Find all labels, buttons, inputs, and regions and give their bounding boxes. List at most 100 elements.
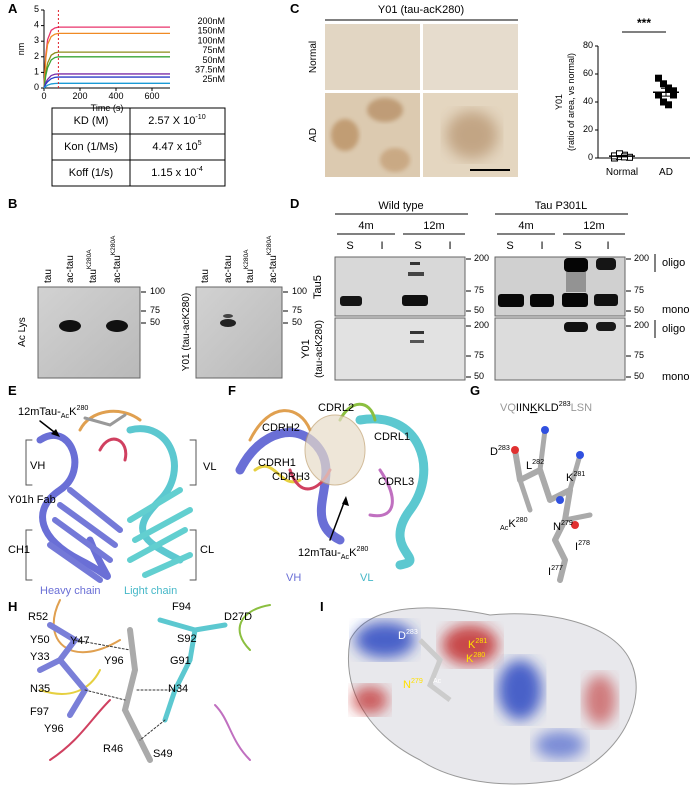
text-part: 281	[475, 637, 487, 645]
residue-label: Y33	[30, 651, 50, 663]
text-part: I	[575, 541, 578, 553]
legend-label: 37.5nM	[195, 65, 225, 75]
band	[564, 322, 588, 332]
atom	[541, 426, 549, 434]
text-part: CL	[200, 544, 214, 556]
structure-label: VL	[360, 572, 373, 584]
fraction-label: S	[346, 240, 353, 252]
cdr-label: CDRH1	[258, 457, 296, 469]
band	[410, 262, 420, 265]
text-part: 280	[356, 545, 368, 553]
y-tick-label: 60	[583, 68, 593, 78]
text-part: 2	[34, 51, 39, 61]
text-part: K280A	[110, 235, 117, 255]
x-tick-label: Normal	[606, 167, 638, 178]
text-part: K280A	[86, 249, 93, 269]
row-label: (tau-acK280)	[314, 320, 325, 378]
species-label: oligo	[662, 257, 685, 269]
residue-label: AcK280	[500, 516, 528, 532]
text-part: Y47	[70, 635, 90, 647]
neg	[442, 625, 498, 665]
text-part: Ac	[433, 678, 442, 685]
fraction-label: S	[574, 240, 581, 252]
blot	[37, 286, 141, 379]
text-part: VQ	[500, 402, 516, 414]
text-part: S	[414, 240, 421, 252]
series-line	[43, 26, 170, 89]
mw-marker: 75	[474, 350, 484, 360]
y-tick-label: 3	[34, 36, 39, 46]
panel-letter: B	[8, 196, 17, 211]
text-part: CDRL2	[318, 402, 354, 414]
text-part: LSN	[571, 402, 592, 414]
band	[562, 293, 588, 307]
text-part: 5	[198, 139, 202, 147]
text-part: 20	[583, 124, 593, 134]
tile	[325, 24, 420, 90]
text-part: 12mTau-	[18, 406, 61, 418]
text-part: 200nM	[197, 16, 225, 26]
stain	[446, 111, 498, 159]
residue-label: N279	[553, 519, 573, 533]
text-part: 100	[150, 286, 165, 296]
table-cell: Kon (1/Ms)	[64, 141, 118, 153]
text-part: 150nM	[197, 26, 225, 36]
mw-marker: 50	[474, 371, 484, 381]
text-part: G	[470, 383, 480, 398]
text-part: Y50	[30, 634, 50, 646]
structure-H	[37, 599, 271, 763]
loop	[338, 402, 377, 422]
residue-label: F97	[30, 706, 49, 718]
y-tick-label: 2	[34, 51, 39, 61]
panel-letter: A	[8, 1, 18, 16]
tile	[423, 24, 518, 90]
arrowhead	[51, 429, 60, 437]
band	[223, 314, 233, 318]
band	[340, 296, 362, 306]
species-label: mono	[662, 304, 690, 316]
text-part: 279	[561, 519, 573, 527]
text-part: CDRH1	[258, 457, 296, 469]
residue-label: S92	[177, 633, 197, 645]
lane-label: tau	[200, 269, 211, 283]
text-part: N35	[30, 683, 50, 695]
mw-marker: 75	[474, 285, 484, 295]
band	[408, 272, 424, 276]
cdr-label: CDRH3	[272, 471, 310, 483]
residue-label: D283	[490, 444, 510, 458]
cdr-label: CDRL2	[318, 402, 354, 414]
stick	[157, 617, 228, 723]
text-part: 50	[634, 371, 644, 381]
residue-label: F94	[172, 601, 191, 613]
table-cell: 2.57 X 10-10	[148, 113, 205, 127]
y-tick-label: 4	[34, 20, 39, 30]
loop	[368, 468, 394, 518]
series-line	[43, 73, 170, 89]
text-part: ***	[637, 16, 651, 30]
text-part: 4.47 x 10	[152, 141, 197, 153]
lane-label: ac-tau	[223, 255, 234, 283]
lane-label: tau	[43, 269, 54, 283]
stain	[331, 119, 359, 151]
series-line	[43, 76, 170, 89]
text-part: 75	[292, 305, 302, 315]
loop	[214, 704, 251, 761]
text-part: IIN	[516, 402, 530, 414]
text-part: VH	[30, 460, 45, 472]
residue-label: L282	[526, 458, 544, 472]
blots-D	[334, 213, 656, 381]
structure-label: VL	[203, 461, 216, 473]
text-part: KD (M)	[74, 115, 109, 127]
blot	[334, 317, 466, 381]
data-point	[665, 101, 672, 109]
text-part: 200	[634, 253, 649, 263]
pos	[355, 622, 415, 658]
hbond	[74, 639, 176, 741]
text-part: CH1	[8, 544, 30, 556]
peptide	[418, 638, 452, 702]
text-part: 75	[474, 285, 484, 295]
text-part: 2.57 X 10	[148, 115, 195, 127]
mw-marker: 75	[150, 305, 160, 315]
text-part: K280A	[266, 235, 273, 255]
stick	[517, 427, 593, 523]
